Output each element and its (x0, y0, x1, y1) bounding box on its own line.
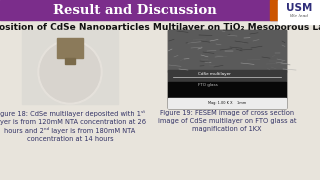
Bar (168, 82, 286, 108)
Bar (168, 30, 286, 108)
Text: CdSe multilayer: CdSe multilayer (198, 72, 231, 76)
Bar (168, 98, 286, 108)
Bar (270, 0, 278, 20)
Text: USM: USM (286, 3, 312, 13)
Text: Deposition of CdSe Nanoparticles Multilayer on TiO₂ Mesoporous Layer: Deposition of CdSe Nanoparticles Multila… (0, 22, 320, 32)
Text: Result and Discussion: Result and Discussion (53, 3, 217, 17)
Bar (22, 30, 118, 104)
Bar (0, 0, 320, 20)
Text: Figure 19: FESEM image of cross section
image of CdSe multilayer on FTO glass at: Figure 19: FESEM image of cross section … (158, 110, 296, 132)
Text: FTO glass: FTO glass (198, 83, 218, 87)
Circle shape (38, 40, 102, 104)
Text: Mag: 1.00 K X    1mm: Mag: 1.00 K X 1mm (208, 101, 246, 105)
Circle shape (40, 42, 100, 102)
Bar (65, 58, 75, 64)
Bar (168, 70, 286, 82)
Text: Figure 18: CdSe multilayer deposited with 1ˢᵗ
layer is from 120mM NTA concentrat: Figure 18: CdSe multilayer deposited wit… (0, 110, 146, 142)
Bar (278, 0, 320, 24)
Bar (168, 30, 286, 72)
Bar (57, 38, 83, 58)
Text: We lead: We lead (290, 14, 308, 18)
